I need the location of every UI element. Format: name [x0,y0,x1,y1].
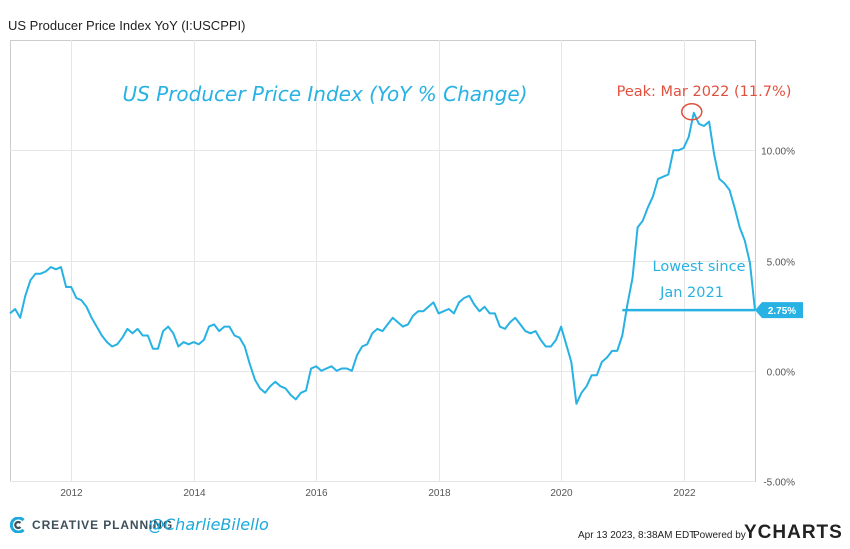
last-value-label: 2.75% [768,306,796,317]
last-value-badge [755,302,803,319]
chart-header-title: US Producer Price Index YoY (I:USCPPI) [8,18,246,33]
series-line [9,111,756,405]
peak-circle [681,103,703,121]
author-handle[interactable]: @CharlieBilello [148,515,269,534]
brand: CREATIVE PLANNING [10,517,173,533]
creative-planning-logo-icon [10,517,25,533]
y-tick-label: 0.00% [767,368,795,379]
x-tick-label: 2022 [673,488,696,499]
x-tick-label: 2014 [183,488,206,499]
peak-label: Peak: Mar 2022 (11.7%) [617,84,792,100]
timestamp: Apr 13 2023, 8:38AM EDT. [578,530,697,541]
y-tick-label: 10.00% [761,147,795,158]
x-tick-label: 2020 [550,488,573,499]
x-tick-label: 2018 [428,488,451,499]
chart: 10.00% 5.00% 0.00% -5.00% 2012 2014 2016 2018 2… [9,40,803,499]
x-tick-label: 2016 [305,488,328,499]
ycharts-logo[interactable]: YCHARTS [744,522,843,543]
reference-label-line2: Jan 2021 [659,285,724,301]
brand-name: CREATIVE PLANNING [32,518,174,532]
footer: CREATIVE PLANNING @CharlieBilello Apr 13… [0,514,850,549]
y-tick-label: -5.00% [763,478,795,489]
chart-title: US Producer Price Index (YoY % Change) [122,82,527,106]
y-tick-label: 5.00% [767,258,795,269]
powered-by-label: Powered by [693,530,746,541]
reference-label-line1: Lowest since [653,259,746,275]
x-tick-label: 2012 [60,488,83,499]
